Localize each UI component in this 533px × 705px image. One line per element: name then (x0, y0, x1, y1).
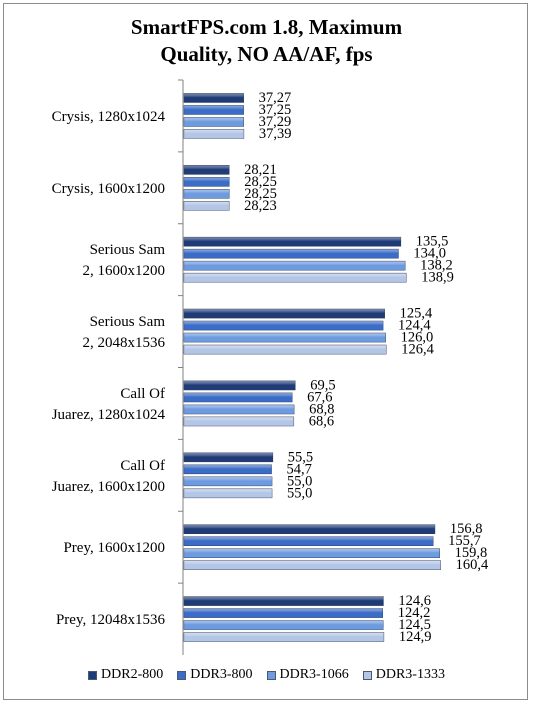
data-label: 160,4 (456, 557, 489, 573)
category-label: Call Of Juarez, 1280x1024 (52, 386, 166, 423)
data-label: 67,6 (307, 389, 332, 405)
data-label: 156,8 (450, 521, 483, 537)
chart-title-line-2: Quality, NO AA/AF, fps (160, 42, 373, 66)
category-label: Prey, 1600x1200 (63, 540, 165, 556)
bar-highlight (184, 596, 384, 606)
data-label: 55,0 (287, 485, 312, 501)
legend-item: DDR2-800 (88, 667, 163, 683)
chart-title: SmartFPS.com 1.8, Maximum Quality, NO AA… (0, 14, 533, 68)
category-label: Crysis, 1600x1200 (52, 181, 165, 197)
legend: DDR2-800 DDR3-800 DDR3-1066 DDR3-1333 (0, 667, 533, 683)
bar-highlight (184, 249, 399, 259)
legend-swatch (177, 670, 187, 680)
bar-highlight (184, 620, 384, 630)
bar-highlight (184, 345, 387, 355)
category-label: Call Of Juarez, 1600x1200 (52, 458, 165, 495)
data-label: 124,4 (398, 318, 431, 334)
legend-item: DDR3-1333 (362, 667, 445, 683)
category-label: Serious Sam 2, 2048x1536 (83, 314, 166, 351)
data-label: 37,39 (259, 126, 292, 142)
bar-highlight (184, 177, 230, 187)
bar-highlight (184, 321, 384, 331)
bar-highlight (184, 261, 406, 271)
data-label: 124,9 (399, 629, 432, 645)
data-label: 54,7 (287, 461, 312, 477)
bar-highlight (184, 117, 244, 127)
data-label: 155,7 (448, 533, 481, 549)
legend-label: DDR3-1066 (279, 667, 349, 682)
legend-item: DDR3-1066 (266, 667, 349, 683)
data-label: 28,25 (244, 174, 277, 190)
data-label: 28,21 (244, 162, 277, 178)
bar-highlight (184, 536, 434, 546)
legend-label: DDR3-800 (190, 667, 253, 682)
bar-highlight (184, 452, 273, 462)
bar-highlight (184, 632, 384, 642)
bar-highlight (184, 333, 386, 343)
data-label: 124,6 (398, 593, 431, 609)
bar-highlight (184, 380, 296, 390)
data-label: 28,25 (244, 186, 277, 202)
bar-highlight (184, 476, 272, 486)
bar-highlight (184, 273, 407, 283)
legend-label: DDR3-1333 (375, 667, 445, 682)
bar-highlight (184, 548, 440, 558)
category-label: Crysis, 1280x1024 (52, 109, 166, 125)
bar-highlight (184, 165, 230, 175)
data-label: 55,5 (288, 449, 313, 465)
legend-item: DDR3-800 (177, 667, 253, 683)
data-label: 69,5 (310, 377, 335, 393)
data-label: 135,5 (416, 234, 449, 250)
bar-highlight (184, 416, 294, 426)
data-label: 125,4 (400, 306, 433, 322)
bar-highlight (184, 201, 230, 211)
data-label: 68,8 (309, 401, 334, 417)
bar-highlight (184, 464, 272, 474)
bar-highlight (184, 309, 385, 319)
data-label: 55,0 (287, 473, 312, 489)
data-label: 134,0 (413, 246, 446, 262)
bar-highlight (184, 189, 230, 199)
bar-highlight (184, 129, 244, 139)
legend-swatch (362, 670, 372, 680)
data-label: 138,2 (420, 258, 453, 274)
data-label: 126,4 (401, 342, 434, 358)
data-label: 37,29 (259, 114, 292, 130)
data-label: 28,23 (244, 198, 277, 214)
bar-highlight (184, 524, 435, 534)
chart-title-line-1: SmartFPS.com 1.8, Maximum (130, 15, 403, 39)
bar-highlight (184, 560, 441, 570)
bar-highlight (184, 392, 293, 402)
category-label: Serious Sam 2, 1600x1200 (83, 242, 166, 279)
bar-highlight (184, 237, 401, 247)
data-label: 37,25 (259, 102, 292, 118)
data-label: 37,27 (259, 90, 292, 106)
bar-highlight (184, 93, 244, 103)
bar-highlight (184, 105, 244, 115)
data-label: 159,8 (455, 545, 488, 561)
data-label: 138,9 (421, 270, 454, 286)
bar-highlight (184, 608, 383, 618)
legend-swatch (88, 670, 98, 680)
legend-label: DDR2-800 (101, 667, 164, 682)
category-label: Prey, 12048x1536 (56, 612, 166, 628)
data-label: 124,2 (398, 605, 431, 621)
legend-swatch (266, 670, 276, 680)
data-label: 126,0 (401, 330, 434, 346)
bar-highlight (184, 488, 272, 498)
data-label: 68,6 (309, 413, 334, 429)
bar-highlight (184, 404, 295, 414)
data-label: 124,5 (398, 617, 431, 633)
